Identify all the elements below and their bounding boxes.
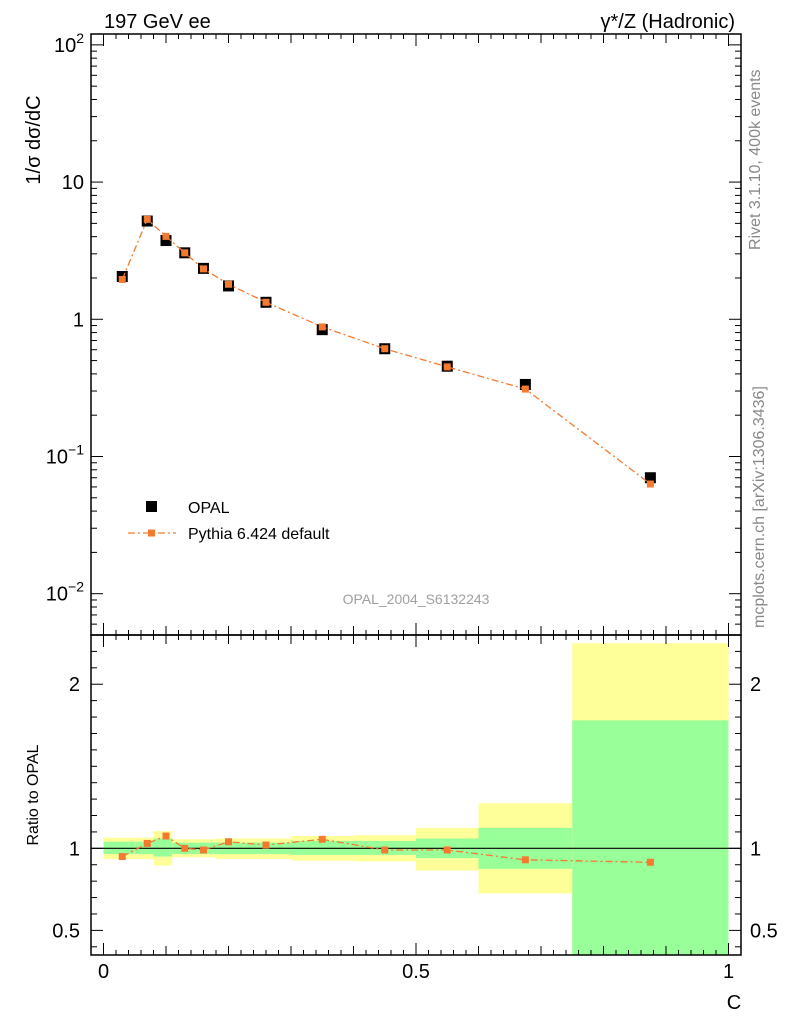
pythia-point bbox=[318, 323, 326, 331]
ratio-pythia-point bbox=[225, 838, 232, 846]
ratio-pythia-point bbox=[262, 841, 270, 849]
ratio-ytick-label: 1 bbox=[69, 838, 80, 860]
header-right: γ*/Z (Hadronic) bbox=[601, 11, 735, 33]
legend-opal-label: OPAL bbox=[188, 500, 230, 517]
opal-point bbox=[519, 378, 531, 390]
ratio-pythia-point bbox=[200, 846, 207, 854]
header-left: 197 GeV ee bbox=[104, 11, 211, 33]
side-mcplots-label: mcplots.cern.ch [arXiv:1306.3436] bbox=[751, 386, 768, 628]
ratio-ytick-label-right: 0.5 bbox=[750, 920, 778, 942]
ratio-ytick-label-right: 2 bbox=[750, 674, 761, 696]
pythia-point bbox=[162, 232, 170, 240]
pythia-point bbox=[521, 385, 529, 393]
ratio-xticks: 0 0.5 1 bbox=[98, 635, 734, 983]
opal-point bbox=[644, 472, 656, 484]
ratio-ytick-label: 0.5 bbox=[52, 920, 80, 942]
ratio-band-inner bbox=[572, 720, 729, 955]
ratio-ytick-label: 2 bbox=[69, 674, 80, 696]
ratio-band-inner bbox=[153, 838, 173, 857]
legend-opal-marker bbox=[146, 501, 157, 512]
pythia-point bbox=[443, 363, 451, 371]
pythia-point bbox=[646, 480, 654, 488]
ratio-xtick-label: 0.5 bbox=[402, 961, 430, 983]
ratio-xtick-label: 1 bbox=[723, 961, 734, 983]
ratio-pythia-point bbox=[443, 846, 451, 854]
ratio-pythia-point bbox=[521, 856, 529, 864]
pythia-point bbox=[262, 298, 270, 306]
legend-mc-marker bbox=[148, 529, 155, 537]
ratio-ytick-label-right: 1 bbox=[750, 838, 761, 860]
ratio-marks bbox=[118, 832, 654, 866]
ratio-pythia-point bbox=[646, 858, 654, 866]
main-ylabel: 1/σ dσ/dC bbox=[23, 95, 45, 184]
ratio-yticks: 0.5 0.5 1 1 2 2 bbox=[52, 650, 778, 948]
pythia-point bbox=[225, 280, 232, 288]
ratio-pythia-point bbox=[143, 839, 151, 847]
ratio-pythia-point bbox=[118, 853, 126, 861]
opal-point bbox=[160, 235, 172, 247]
main-plot: OPAL_2004_S6132243 10−2 10−1 1 10 102 1/σ dσ… bbox=[23, 30, 741, 636]
pythia-point bbox=[381, 345, 389, 353]
ratio-xlabel: C bbox=[727, 992, 741, 1014]
legend: OPAL Pythia 6.424 default bbox=[128, 500, 330, 543]
ratio-pythia-point bbox=[162, 832, 170, 840]
pythia-point bbox=[200, 265, 207, 273]
ratio-bands bbox=[103, 643, 729, 955]
pythia-point bbox=[181, 249, 189, 257]
main-plot-frame bbox=[90, 33, 742, 636]
main-ytick-label: 10−2 bbox=[46, 579, 84, 606]
ratio-plot-frame bbox=[90, 634, 742, 956]
ratio-pythia-point bbox=[381, 846, 389, 854]
side-rivet-label: Rivet 3.1.10, 400k events bbox=[747, 69, 764, 250]
legend-mc-label: Pythia 6.424 default bbox=[188, 526, 330, 543]
main-marks bbox=[103, 34, 729, 635]
watermark: OPAL_2004_S6132243 bbox=[343, 591, 490, 607]
main-yticks: 10−2 10−1 1 10 102 bbox=[46, 30, 741, 636]
main-ytick-label: 10 bbox=[62, 172, 84, 194]
ratio-xtick-label: 0 bbox=[98, 961, 109, 983]
ratio-ylabel: Ratio to OPAL bbox=[25, 744, 42, 845]
main-ytick-label: 10−1 bbox=[46, 441, 84, 468]
ratio-pythia-point bbox=[181, 844, 189, 852]
ratio-pythia-point bbox=[318, 835, 326, 843]
pythia-point bbox=[118, 275, 126, 283]
main-ytick-label: 102 bbox=[54, 30, 84, 57]
ratio-plot: 0.5 0.51 12 2 0 0.5 1 Ratio to OPAL C bbox=[25, 635, 778, 1014]
main-ytick-label: 1 bbox=[73, 309, 84, 331]
pythia-point bbox=[143, 215, 151, 223]
